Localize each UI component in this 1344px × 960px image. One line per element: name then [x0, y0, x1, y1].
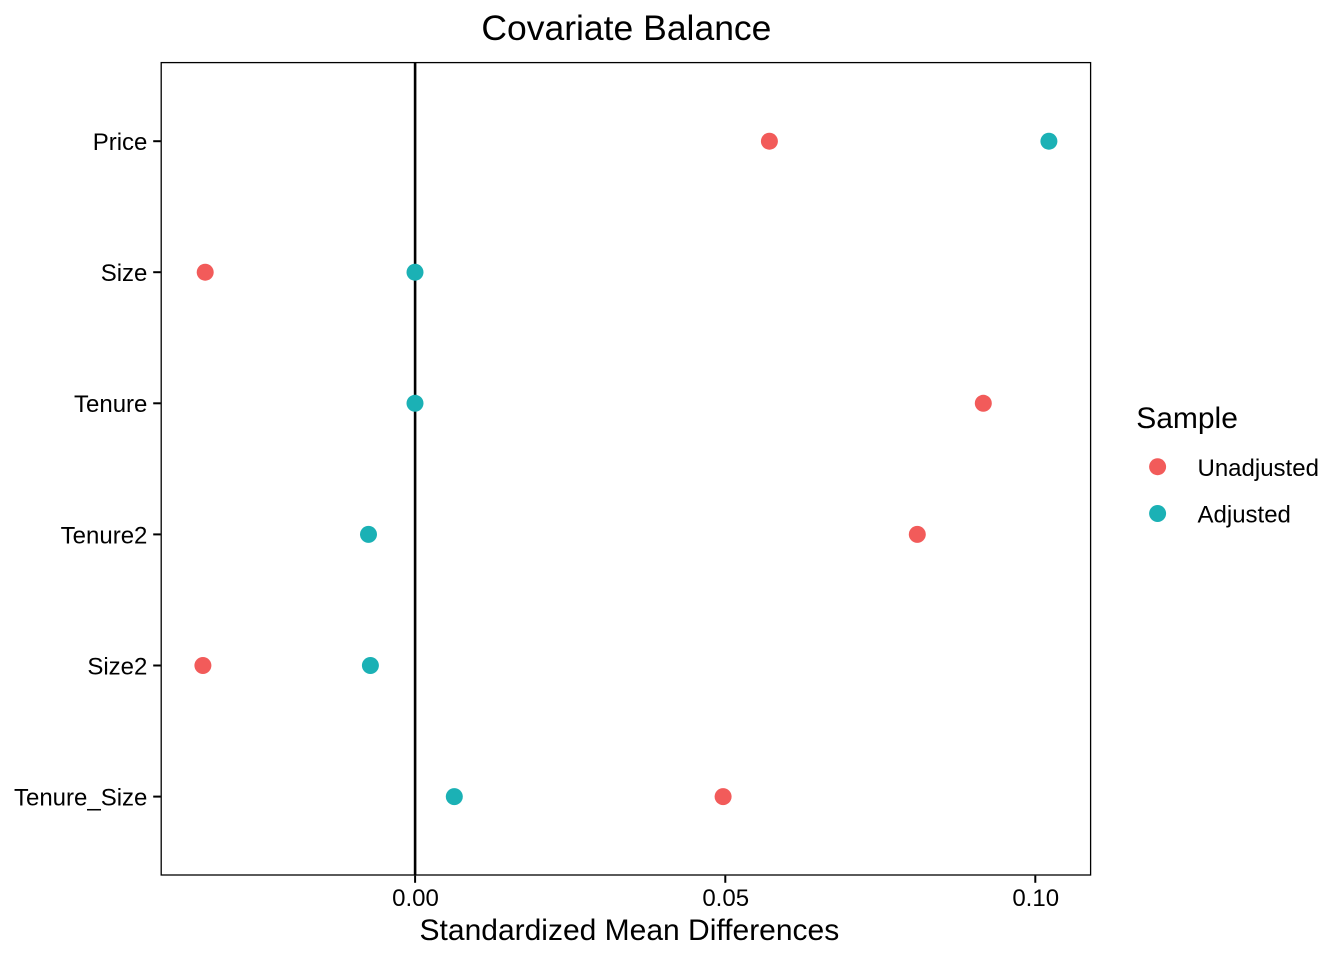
svg-text:Size2: Size2	[87, 653, 147, 680]
svg-text:Tenure2: Tenure2	[61, 522, 148, 549]
svg-text:Size: Size	[101, 260, 148, 287]
svg-text:Unadjusted: Unadjusted	[1198, 455, 1319, 482]
svg-text:Sample: Sample	[1136, 402, 1238, 435]
svg-text:Standardized Mean Differences: Standardized Mean Differences	[420, 914, 840, 947]
svg-text:Adjusted: Adjusted	[1198, 502, 1291, 529]
svg-text:Price: Price	[93, 129, 148, 156]
svg-text:0.05: 0.05	[702, 885, 749, 912]
svg-text:0.10: 0.10	[1012, 885, 1059, 912]
svg-text:0.00: 0.00	[392, 885, 439, 912]
svg-text:Tenure: Tenure	[74, 391, 147, 418]
svg-text:Covariate Balance: Covariate Balance	[481, 8, 771, 48]
svg-text:Tenure_Size: Tenure_Size	[14, 785, 147, 812]
